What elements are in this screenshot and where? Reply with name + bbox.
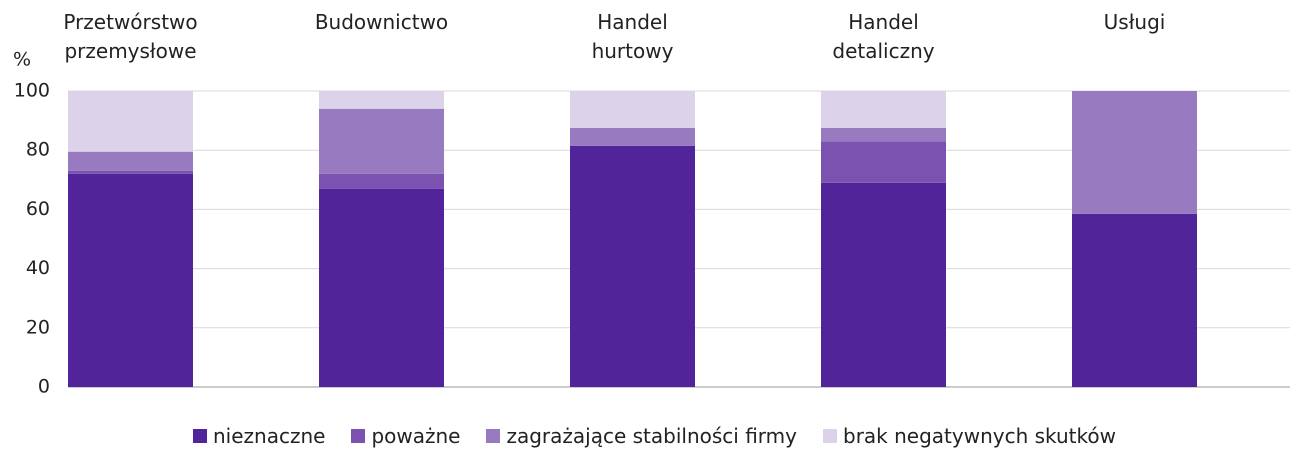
legend-item: poważne <box>351 424 460 448</box>
y-tick-label: 20 <box>26 316 50 338</box>
bar-segment <box>821 91 946 128</box>
y-tick-label: 0 <box>38 376 50 398</box>
legend-label: zagrażające stabilności firmy <box>506 424 797 448</box>
category-label: Handel hurtowy <box>591 10 674 63</box>
bar-segment <box>68 91 193 152</box>
bar-segment <box>821 182 946 387</box>
legend: nieznaczne poważne zagrażające stabilności… <box>0 424 1309 448</box>
y-tick-label: 60 <box>26 198 50 220</box>
bar-segment <box>570 128 695 146</box>
bar-segment <box>68 151 193 171</box>
legend-item: nieznaczne <box>193 424 325 448</box>
category-label: Handel detaliczny <box>832 10 935 63</box>
bar-segment <box>319 91 444 109</box>
legend-swatch <box>486 429 501 443</box>
legend-swatch <box>351 429 366 443</box>
category-label: Przetwórstwo przemysłowe <box>63 10 198 63</box>
legend-label: nieznaczne <box>213 424 326 448</box>
legend-label: brak negatywnych skutków <box>843 424 1116 448</box>
bar-segment <box>570 145 695 387</box>
bar-segment <box>68 173 193 387</box>
bar-segment <box>319 173 444 189</box>
bar-segment <box>1072 91 1197 214</box>
category-label: Budownictwo <box>314 10 449 34</box>
bar-segment <box>1072 213 1197 387</box>
bar-segment <box>821 141 946 183</box>
legend-item: zagrażające stabilności firmy <box>486 424 797 448</box>
bar-segment <box>821 128 946 142</box>
bar-segment <box>68 170 193 174</box>
bar-segment <box>319 188 444 387</box>
y-axis-label: % <box>13 49 31 71</box>
bar-segment <box>570 91 695 128</box>
y-tick-label: 40 <box>26 257 50 279</box>
y-tick-label: 80 <box>26 139 50 161</box>
y-tick-label: 100 <box>14 80 50 102</box>
category-label: Usługi <box>1103 10 1166 34</box>
legend-label: poważne <box>371 424 461 448</box>
bar-segment <box>319 108 444 174</box>
legend-swatch <box>823 429 837 443</box>
legend-item: brak negatywnych skutków <box>823 424 1116 448</box>
legend-swatch <box>193 429 207 443</box>
